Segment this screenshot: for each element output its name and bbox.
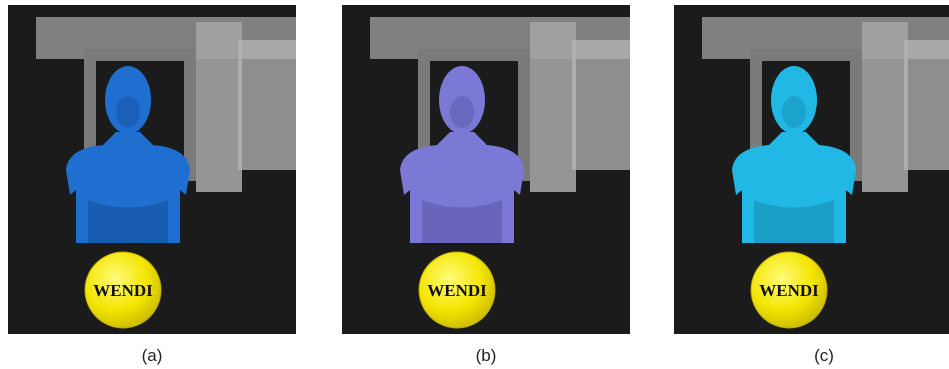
panel-caption: (a) (142, 346, 163, 365)
panels: WENDI WENDI WENDI (8, 5, 949, 334)
gray-column (530, 22, 576, 192)
panel-caption: (c) (814, 346, 834, 365)
gray-column (862, 22, 908, 192)
panel-caption: (b) (476, 346, 497, 365)
bust-face-shade (450, 96, 474, 128)
gray-block (238, 40, 296, 170)
panel: WENDI (342, 5, 630, 334)
bust-face-shade (782, 96, 806, 128)
panel: WENDI (8, 5, 296, 334)
panel: WENDI (674, 5, 949, 334)
bust-face-shade (116, 96, 140, 128)
gray-block (572, 40, 630, 170)
sphere-label: WENDI (93, 281, 153, 300)
sphere-label: WENDI (427, 281, 487, 300)
figure: WENDI WENDI WENDI (a) (b) (c) (0, 0, 949, 369)
gray-block (904, 40, 949, 170)
gray-column (196, 22, 242, 192)
sphere-label: WENDI (759, 281, 819, 300)
